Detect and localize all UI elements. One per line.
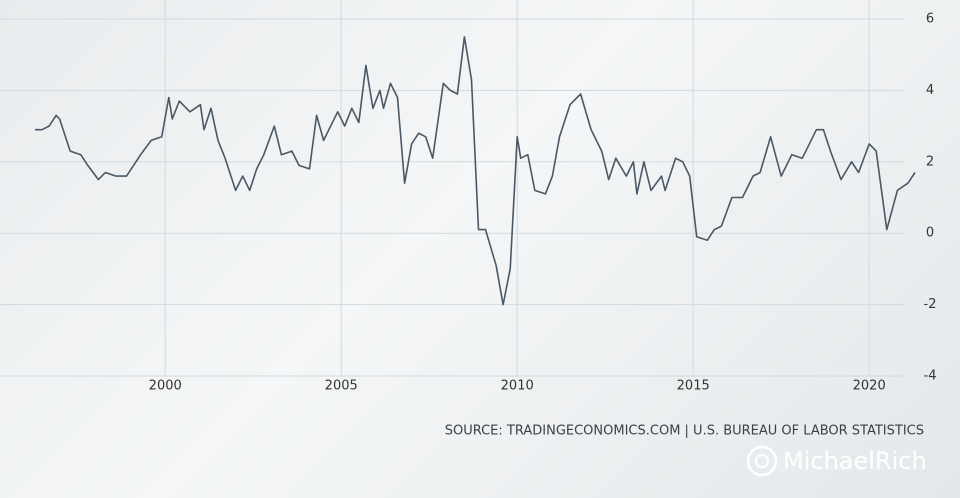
- watermark: MichaelRich: [783, 447, 927, 475]
- x-tick-label: 2010: [501, 379, 534, 394]
- x-tick-label: 2000: [149, 379, 182, 394]
- y-tick-label: -2: [924, 297, 937, 312]
- source: SOURCE: TRADINGECONOMICS.COM | U.S. BURE…: [445, 424, 924, 439]
- x-tick-label: 2020: [853, 379, 886, 394]
- y-tick-label: 2: [926, 154, 934, 169]
- plot: -4 -2 0 2 4 6 2000 2005 2010 2015 2020: [0, 0, 936, 394]
- x-tick-label: 2005: [325, 379, 358, 394]
- watermark-icon: [746, 445, 778, 477]
- y-tick-label: 4: [926, 83, 934, 98]
- y-tick-label: -4: [924, 369, 937, 384]
- y-tick-label: 0: [926, 226, 934, 241]
- x-tick-label: 2015: [677, 379, 710, 394]
- line: [35, 36, 916, 306]
- y-tick-label: 6: [926, 12, 934, 27]
